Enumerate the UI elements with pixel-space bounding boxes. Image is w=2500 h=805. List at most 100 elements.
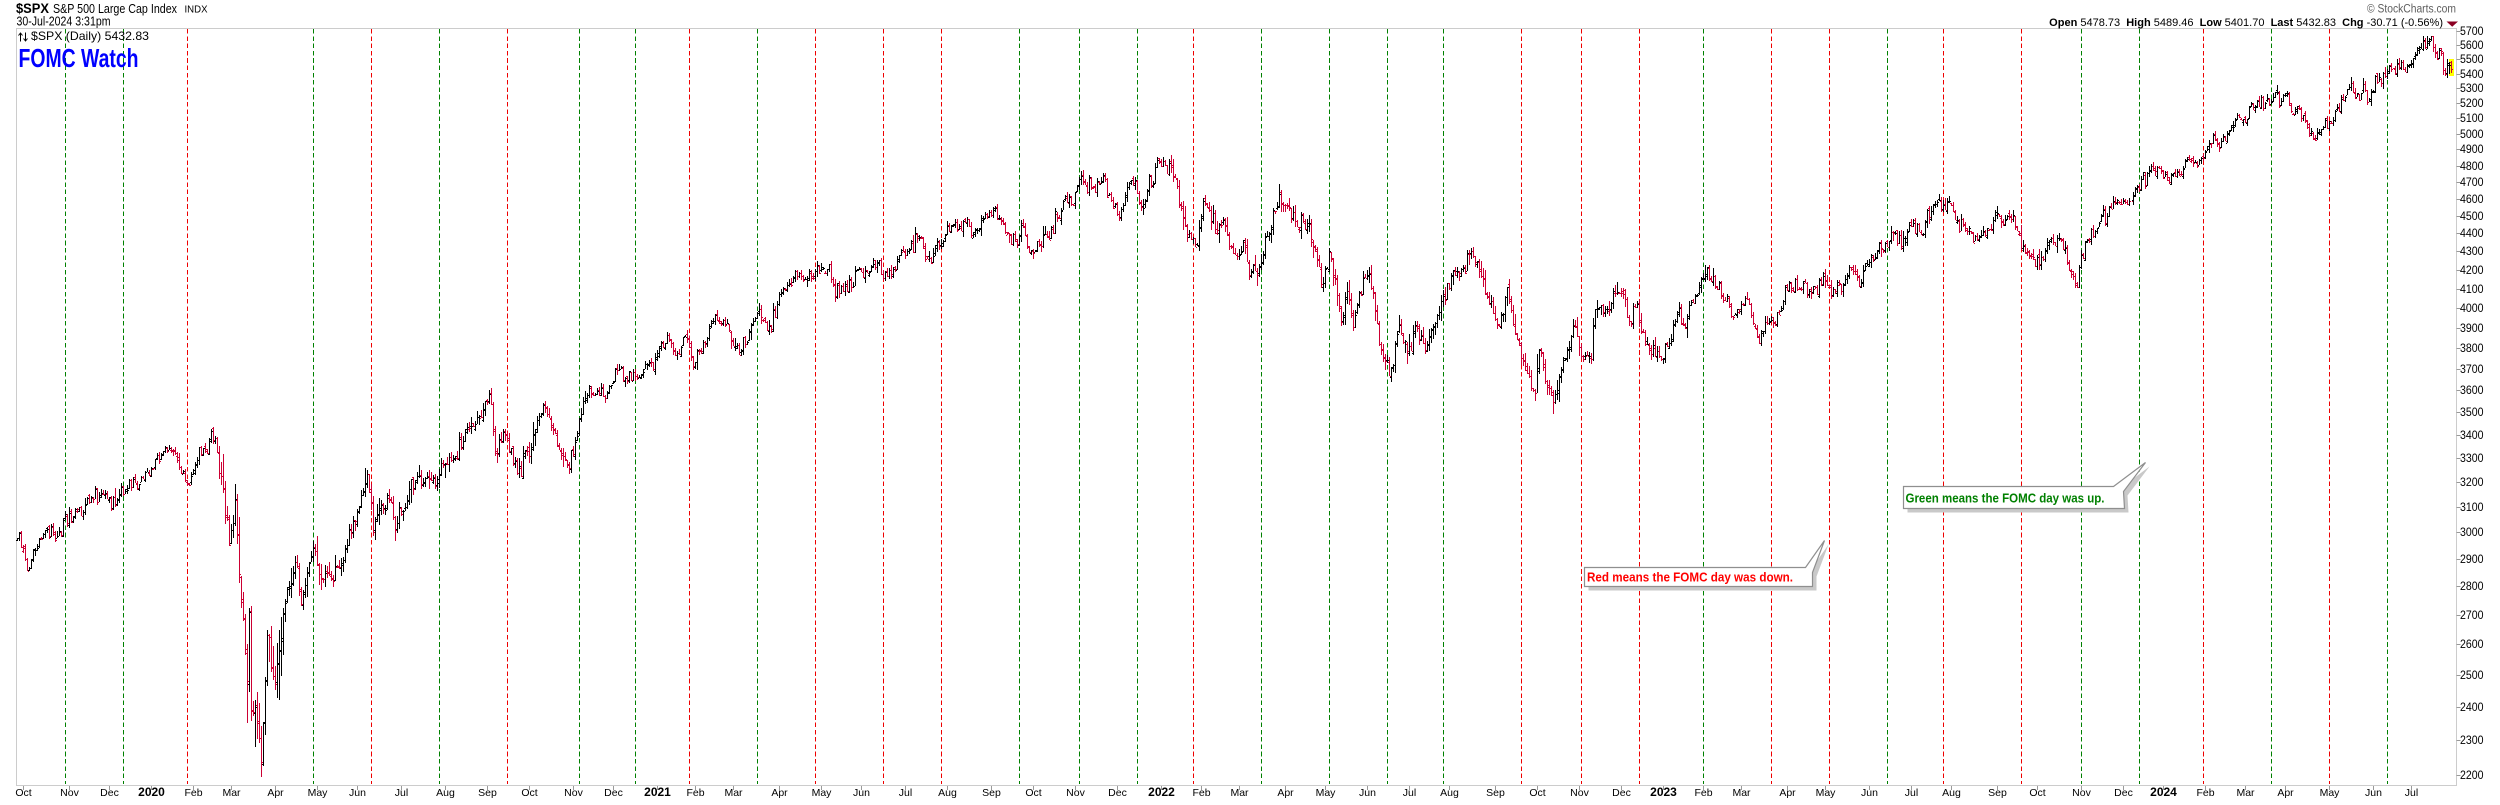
svg-text:4100: 4100 bbox=[2460, 284, 2484, 296]
svg-text:5400: 5400 bbox=[2460, 69, 2484, 81]
svg-text:2500: 2500 bbox=[2460, 670, 2484, 682]
svg-text:Sep: Sep bbox=[1486, 787, 1505, 799]
svg-text:Feb: Feb bbox=[1192, 787, 1210, 799]
svg-text:© StockCharts.com: © StockCharts.com bbox=[2367, 4, 2456, 16]
svg-text:3400: 3400 bbox=[2460, 430, 2484, 442]
svg-text:Feb: Feb bbox=[184, 787, 202, 799]
svg-text:4700: 4700 bbox=[2460, 177, 2484, 189]
svg-text:Oct: Oct bbox=[521, 787, 537, 799]
svg-text:Oct: Oct bbox=[1025, 787, 1041, 799]
svg-text:Aug: Aug bbox=[938, 787, 957, 799]
svg-text:3100: 3100 bbox=[2460, 502, 2484, 514]
svg-text:4900: 4900 bbox=[2460, 144, 2484, 156]
svg-text:Mar: Mar bbox=[1230, 787, 1249, 799]
svg-text:3600: 3600 bbox=[2460, 385, 2484, 397]
svg-text:2300: 2300 bbox=[2460, 735, 2484, 747]
svg-text:3900: 3900 bbox=[2460, 323, 2484, 335]
svg-text:4800: 4800 bbox=[2460, 161, 2484, 173]
svg-text:Oct: Oct bbox=[2029, 787, 2045, 799]
svg-text:Jul: Jul bbox=[1403, 787, 1416, 799]
svg-text:Jun: Jun bbox=[2365, 787, 2382, 799]
svg-text:Aug: Aug bbox=[436, 787, 455, 799]
svg-text:Open 5478.73 High 5489.46 Lo: Open 5478.73 High 5489.46 Low 5401.70 La… bbox=[2049, 17, 2443, 29]
svg-text:May: May bbox=[308, 787, 329, 799]
svg-text:Nov: Nov bbox=[60, 787, 79, 799]
svg-text:5200: 5200 bbox=[2460, 98, 2484, 110]
svg-text:4600: 4600 bbox=[2460, 194, 2484, 206]
svg-text:2900: 2900 bbox=[2460, 554, 2484, 566]
svg-text:Dec: Dec bbox=[1108, 787, 1127, 799]
svg-text:5500: 5500 bbox=[2460, 54, 2484, 66]
svg-text:Jun: Jun bbox=[1359, 787, 1376, 799]
svg-text:5000: 5000 bbox=[2460, 129, 2484, 141]
svg-text:2023: 2023 bbox=[1650, 785, 1677, 799]
svg-text:2024: 2024 bbox=[2150, 785, 2177, 799]
svg-text:Dec: Dec bbox=[2114, 787, 2133, 799]
svg-text:S&P 500 Large Cap Index: S&P 500 Large Cap Index bbox=[53, 2, 178, 16]
svg-text:3000: 3000 bbox=[2460, 527, 2484, 539]
svg-text:Aug: Aug bbox=[1942, 787, 1961, 799]
svg-text:Sep: Sep bbox=[1988, 787, 2007, 799]
svg-text:4000: 4000 bbox=[2460, 303, 2484, 315]
svg-text:Sep: Sep bbox=[982, 787, 1001, 799]
svg-text:5100: 5100 bbox=[2460, 113, 2484, 125]
svg-text:Sep: Sep bbox=[478, 787, 497, 799]
svg-text:3200: 3200 bbox=[2460, 477, 2484, 489]
svg-text:INDX: INDX bbox=[185, 4, 208, 16]
svg-text:2022: 2022 bbox=[1148, 785, 1175, 799]
svg-text:Feb: Feb bbox=[686, 787, 704, 799]
svg-text:Nov: Nov bbox=[1570, 787, 1589, 799]
svg-text:Mar: Mar bbox=[2236, 787, 2255, 799]
svg-text:3700: 3700 bbox=[2460, 364, 2484, 376]
svg-text:Apr: Apr bbox=[2277, 787, 2294, 799]
svg-text:4200: 4200 bbox=[2460, 265, 2484, 277]
svg-text:2020: 2020 bbox=[138, 785, 165, 799]
svg-text:2700: 2700 bbox=[2460, 610, 2484, 622]
svg-text:Apr: Apr bbox=[267, 787, 284, 799]
svg-text:Jul: Jul bbox=[899, 787, 912, 799]
svg-text:Jul: Jul bbox=[1905, 787, 1918, 799]
svg-text:30-Jul-2024 3:31pm: 30-Jul-2024 3:31pm bbox=[17, 15, 111, 29]
svg-text:2200: 2200 bbox=[2460, 770, 2484, 782]
svg-text:4500: 4500 bbox=[2460, 211, 2484, 223]
svg-text:May: May bbox=[1816, 787, 1837, 799]
svg-text:Oct: Oct bbox=[15, 787, 31, 799]
svg-text:2400: 2400 bbox=[2460, 702, 2484, 714]
svg-text:Nov: Nov bbox=[2072, 787, 2091, 799]
svg-text:May: May bbox=[1316, 787, 1337, 799]
svg-text:2021: 2021 bbox=[644, 785, 671, 799]
svg-text:4300: 4300 bbox=[2460, 246, 2484, 258]
svg-text:May: May bbox=[2320, 787, 2341, 799]
svg-text:Oct: Oct bbox=[1529, 787, 1545, 799]
svg-text:4400: 4400 bbox=[2460, 228, 2484, 240]
svg-text:Dec: Dec bbox=[1612, 787, 1631, 799]
svg-text:Feb: Feb bbox=[1694, 787, 1712, 799]
svg-text:Dec: Dec bbox=[604, 787, 623, 799]
svg-text:Apr: Apr bbox=[771, 787, 788, 799]
svg-text:Jun: Jun bbox=[349, 787, 366, 799]
svg-text:Nov: Nov bbox=[1066, 787, 1085, 799]
svg-text:FOMC Watch: FOMC Watch bbox=[19, 43, 139, 73]
svg-text:Dec: Dec bbox=[100, 787, 119, 799]
svg-text:$SPX: $SPX bbox=[16, 1, 49, 16]
svg-text:Jul: Jul bbox=[2405, 787, 2418, 799]
svg-text:Jul: Jul bbox=[395, 787, 408, 799]
svg-text:May: May bbox=[812, 787, 833, 799]
svg-text:Mar: Mar bbox=[724, 787, 743, 799]
svg-text:Jun: Jun bbox=[853, 787, 870, 799]
svg-text:Feb: Feb bbox=[2196, 787, 2214, 799]
svg-text:Green means the FOMC day was u: Green means the FOMC day was up. bbox=[1906, 492, 2105, 506]
svg-text:Aug: Aug bbox=[1440, 787, 1459, 799]
svg-text:2600: 2600 bbox=[2460, 639, 2484, 651]
svg-text:3500: 3500 bbox=[2460, 407, 2484, 419]
svg-text:Red means the FOMC day was dow: Red means the FOMC day was down. bbox=[1587, 571, 1793, 585]
svg-text:2800: 2800 bbox=[2460, 581, 2484, 593]
svg-text:5700: 5700 bbox=[2460, 26, 2484, 38]
svg-text:Apr: Apr bbox=[1277, 787, 1294, 799]
svg-text:3300: 3300 bbox=[2460, 453, 2484, 465]
svg-text:5300: 5300 bbox=[2460, 83, 2484, 95]
svg-text:5600: 5600 bbox=[2460, 40, 2484, 52]
svg-text:Jun: Jun bbox=[1861, 787, 1878, 799]
svg-text:Mar: Mar bbox=[222, 787, 241, 799]
svg-text:Apr: Apr bbox=[1779, 787, 1796, 799]
